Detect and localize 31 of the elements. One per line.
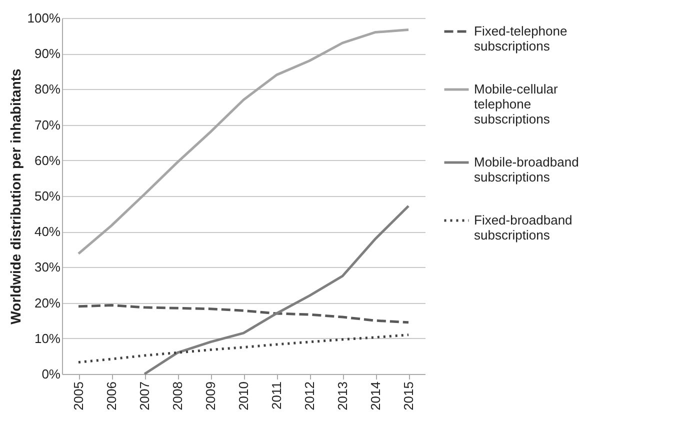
- line-series: [77, 304, 410, 324]
- x-tick-label: 2006: [104, 382, 119, 410]
- x-tick-label: 2014: [368, 382, 383, 410]
- line-series: [77, 334, 410, 364]
- y-axis-title: Worldwide distribution per inhabitants: [7, 68, 24, 324]
- line-series: [143, 204, 410, 376]
- x-tick-label: 2013: [335, 382, 350, 410]
- y-tick-label: 90%: [34, 46, 61, 62]
- x-tick-label: 2015: [401, 382, 416, 410]
- y-tick-label: 60%: [34, 152, 61, 168]
- legend-label: Mobile-broadband subscriptions: [474, 154, 579, 184]
- x-tick-label: 2010: [236, 382, 251, 410]
- y-tick-label: 10%: [34, 330, 61, 346]
- x-tick-label: 2011: [269, 382, 284, 410]
- y-tick-label: 30%: [34, 260, 61, 275]
- y-tick-label: 80%: [34, 82, 61, 97]
- x-tick-label: 2005: [71, 382, 86, 410]
- legend-label: Mobile-cellular telephone subscriptions: [474, 82, 558, 126]
- legend-label: Fixed-telephone subscriptions: [474, 24, 568, 54]
- y-tick-label: 50%: [34, 188, 61, 204]
- y-tick-label: 40%: [34, 224, 61, 240]
- x-tick-label: 2012: [302, 382, 317, 410]
- y-tick-label: 100%: [27, 10, 61, 26]
- x-tick-label: 2009: [203, 382, 218, 410]
- y-tick-label: 0%: [42, 366, 61, 382]
- y-tick-label: 20%: [34, 295, 61, 310]
- x-tick-label: 2007: [137, 382, 152, 410]
- line-series: [77, 28, 410, 255]
- y-tick-label: 70%: [34, 117, 61, 132]
- x-tick-label: 2008: [170, 382, 185, 410]
- legend-label: Fixed-broadband subscriptions: [474, 212, 572, 242]
